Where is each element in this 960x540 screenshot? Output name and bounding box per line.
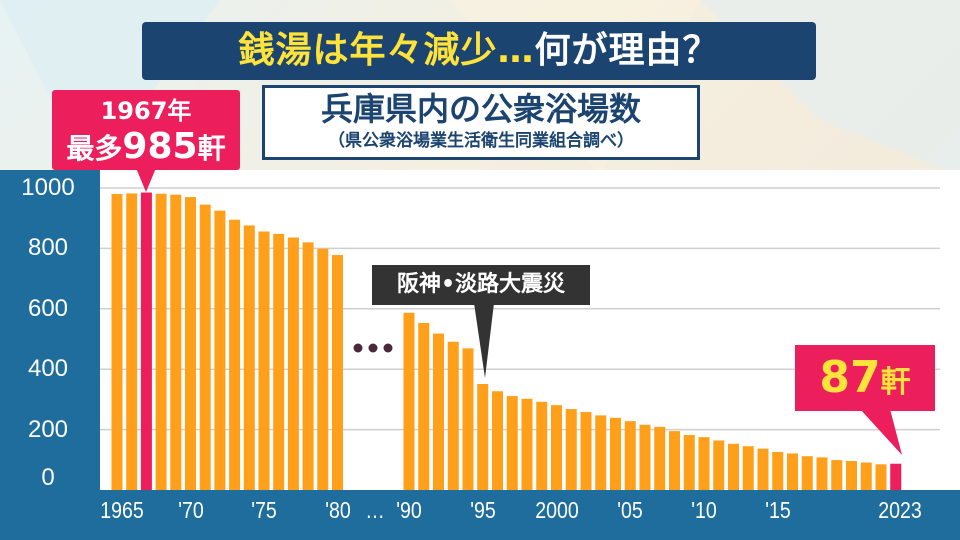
bar-1973: [229, 219, 241, 490]
peak-callout: 1967年 最多985軒: [52, 90, 240, 170]
headline-part2: 何が理由？: [534, 30, 720, 71]
bar-2006: [639, 424, 651, 490]
latest-value: 87: [819, 352, 881, 403]
chart-title-box: 兵庫県内の公衆浴場数 （県公衆浴場業生活衛生同業組合調べ）: [262, 85, 700, 160]
x-tick-label: '10: [691, 497, 717, 523]
bar-2010: [698, 437, 710, 490]
x-tick-label: '95: [470, 497, 496, 523]
bar-2013: [742, 446, 754, 490]
y-tick-label: 0: [41, 464, 55, 491]
bar-1976: [273, 233, 285, 491]
chart-source: （県公衆浴場業生活衛生同業組合調べ）: [328, 131, 634, 151]
y-tick-label: 200: [27, 415, 69, 443]
bar-1968: [155, 193, 167, 490]
bar-1995: [477, 383, 489, 490]
peak-pointer: [136, 168, 156, 192]
bar-1971: [199, 204, 211, 491]
bar-2021: [860, 462, 872, 490]
bar-2008: [669, 431, 680, 490]
x-tick-label: 2000: [534, 497, 579, 523]
bar-2018: [816, 457, 828, 490]
bar-1996: [492, 391, 503, 490]
bar-1975: [258, 231, 270, 490]
bar-1978: [302, 242, 314, 490]
latest-pointer: [860, 409, 902, 455]
x-tick-label: '05: [617, 497, 643, 523]
x-tick-label: '75: [251, 497, 277, 523]
bar-1979: [317, 248, 329, 490]
bar-1998: [521, 398, 533, 490]
bar-1972: [214, 210, 226, 490]
y-tick-label: 600: [27, 294, 69, 322]
event-pointer: [474, 303, 494, 378]
bar-1993: [447, 341, 459, 490]
peak-unit: 軒: [197, 132, 226, 165]
gap-dot: [368, 343, 378, 353]
x-tick-label: 1965: [100, 497, 144, 523]
bar-2002: [580, 412, 592, 490]
bar-2003: [595, 415, 607, 490]
bar-1994: [462, 348, 474, 490]
bar-2019: [831, 460, 843, 490]
bar-1992: [433, 333, 444, 490]
x-axis-band: [0, 490, 960, 540]
bar-2009: [683, 435, 695, 490]
bar-2004: [610, 417, 621, 490]
x-tick-label: '15: [765, 497, 791, 523]
headline: 銭湯は年々減少…何が理由？: [142, 22, 816, 80]
event-callout: 阪神•淡路大震災: [372, 265, 590, 305]
bar-1969: [170, 194, 182, 491]
bar-1999: [536, 401, 548, 490]
bar-2022: [875, 464, 887, 490]
y-tick-label: 1000: [21, 174, 75, 201]
latest-unit: 軒: [880, 365, 911, 400]
bar-1966: [126, 193, 138, 490]
bar-2016: [787, 453, 798, 490]
bar-2000: [551, 405, 562, 490]
y-tick-label: 800: [27, 234, 69, 262]
bar-1991: [418, 322, 430, 490]
peak-year: 1967年: [100, 97, 192, 125]
x-tick-label: …: [365, 497, 385, 523]
bar-1980: [332, 255, 343, 490]
gap-dot: [383, 343, 393, 353]
x-tick-label: '70: [177, 497, 204, 523]
bar-1977: [287, 237, 299, 490]
y-axis-band: [0, 170, 100, 540]
bar-1997: [506, 396, 518, 490]
chart-title: 兵庫県内の公衆浴場数: [320, 90, 641, 128]
latest-callout: 87軒: [795, 345, 935, 411]
peak-value: 985: [122, 126, 198, 167]
x-tick-label: '80: [324, 497, 351, 523]
bar-1990: [403, 312, 415, 490]
bar-2014: [757, 448, 769, 490]
bar-1967: [140, 192, 152, 490]
x-tick-label: 2023: [878, 497, 922, 523]
bar-2007: [654, 426, 666, 490]
bar-2005: [624, 421, 636, 490]
peak-prefix: 最多: [66, 132, 123, 165]
gap-dot: [353, 343, 363, 353]
bar-1970: [185, 197, 196, 490]
headline-part1: 銭湯は年々減少…: [238, 30, 535, 71]
x-tick-label: '90: [396, 497, 422, 523]
bar-1974: [243, 225, 255, 490]
bar-2020: [846, 461, 857, 490]
bar-2015: [772, 451, 784, 490]
bar-2023: [890, 463, 902, 490]
bar-1965: [111, 194, 123, 491]
y-tick-label: 400: [27, 355, 69, 383]
bar-2012: [728, 443, 739, 490]
bar-2011: [713, 440, 725, 490]
bar-2001: [565, 409, 577, 490]
bar-2017: [801, 456, 813, 490]
